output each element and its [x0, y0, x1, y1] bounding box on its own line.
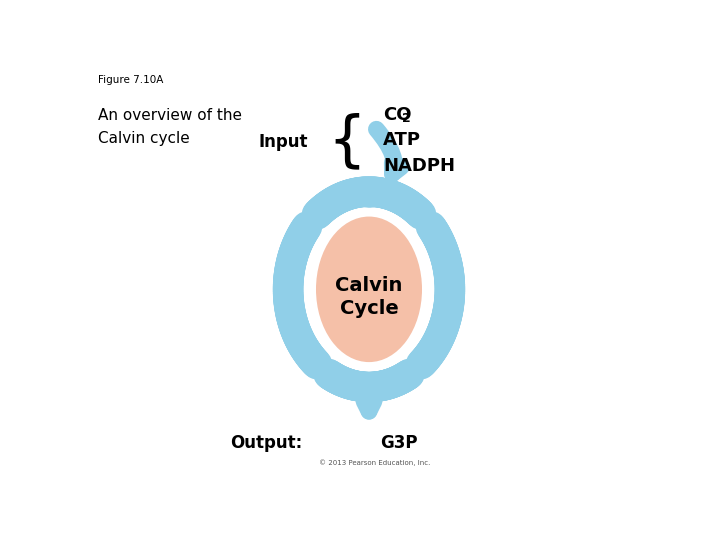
Text: © 2013 Pearson Education, Inc.: © 2013 Pearson Education, Inc.: [319, 460, 430, 467]
Text: G3P: G3P: [380, 434, 418, 452]
FancyArrowPatch shape: [377, 129, 401, 174]
Text: Calvin cycle: Calvin cycle: [99, 131, 190, 146]
Text: {: {: [328, 112, 366, 171]
Ellipse shape: [316, 217, 422, 362]
Text: Figure 7.10A: Figure 7.10A: [99, 75, 163, 85]
Text: Calvin: Calvin: [336, 276, 402, 295]
Text: Output:: Output:: [230, 434, 302, 452]
FancyArrowPatch shape: [364, 390, 374, 411]
Text: Input: Input: [258, 133, 307, 151]
Text: Cycle: Cycle: [340, 299, 398, 318]
Text: 2: 2: [402, 112, 410, 125]
Text: CO: CO: [383, 106, 411, 124]
Text: An overview of the: An overview of the: [99, 109, 243, 124]
Text: NADPH: NADPH: [383, 157, 455, 175]
Text: ATP: ATP: [383, 131, 421, 149]
